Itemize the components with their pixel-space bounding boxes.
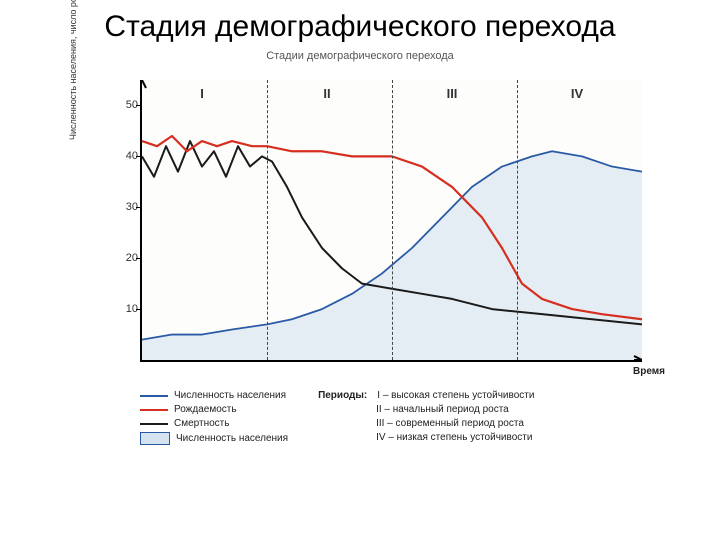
y-tick-mark xyxy=(136,105,140,106)
legend-period-3: III – современный период роста xyxy=(318,418,534,429)
y-tick-mark xyxy=(136,207,140,208)
y-axis-arrow-icon xyxy=(142,80,146,88)
plot-area xyxy=(140,80,642,362)
legend-label: Рождаемость xyxy=(174,404,237,415)
chart-subtitle: Стадии демографического перехода xyxy=(50,50,670,62)
legend-periods-heading: Периоды: xyxy=(318,390,367,401)
legend-period-text: I – высокая степень устойчивости xyxy=(377,390,534,401)
legend-period-text: IV – низкая степень устойчивости xyxy=(376,432,532,443)
y-tick-mark xyxy=(136,309,140,310)
x-axis-label: Время xyxy=(633,366,665,377)
stage-label: I xyxy=(200,86,204,101)
legend-period-1: Периоды: I – высокая степень устойчивост… xyxy=(318,390,534,401)
legend-periods: Периоды: I – высокая степень устойчивост… xyxy=(318,390,534,445)
stage-divider xyxy=(392,80,393,360)
legend-period-text: II – начальный период роста xyxy=(376,404,509,415)
swatch-area-icon xyxy=(140,432,170,445)
legend-period-text: III – современный период роста xyxy=(376,418,524,429)
legend-label: Численность населения xyxy=(176,433,288,444)
chart-container: Стадии демографического перехода Численн… xyxy=(50,50,670,470)
legend: Численность населения Рождаемость Смертн… xyxy=(140,390,534,445)
stage-label: II xyxy=(323,86,330,101)
y-axis-label: Численность населения, число рождений и … xyxy=(68,0,78,140)
legend-period-4: IV – низкая степень устойчивости xyxy=(318,432,534,443)
legend-item-birth: Рождаемость xyxy=(140,404,288,415)
stage-divider xyxy=(517,80,518,360)
swatch-line-icon xyxy=(140,395,168,397)
legend-series: Численность населения Рождаемость Смертн… xyxy=(140,390,288,445)
legend-label: Численность населения xyxy=(174,390,286,401)
legend-label: Смертность xyxy=(174,418,229,429)
stage-divider xyxy=(267,80,268,360)
slide-title: Стадия демографического перехода xyxy=(0,10,720,44)
legend-item-death: Смертность xyxy=(140,418,288,429)
y-tick-mark xyxy=(136,258,140,259)
legend-item-area: Численность населения xyxy=(140,432,288,445)
legend-item-population: Численность населения xyxy=(140,390,288,401)
legend-period-2: II – начальный период роста xyxy=(318,404,534,415)
stage-label: III xyxy=(447,86,458,101)
swatch-line-icon xyxy=(140,409,168,411)
stage-label: IV xyxy=(571,86,583,101)
y-tick-mark xyxy=(136,156,140,157)
swatch-line-icon xyxy=(140,423,168,425)
